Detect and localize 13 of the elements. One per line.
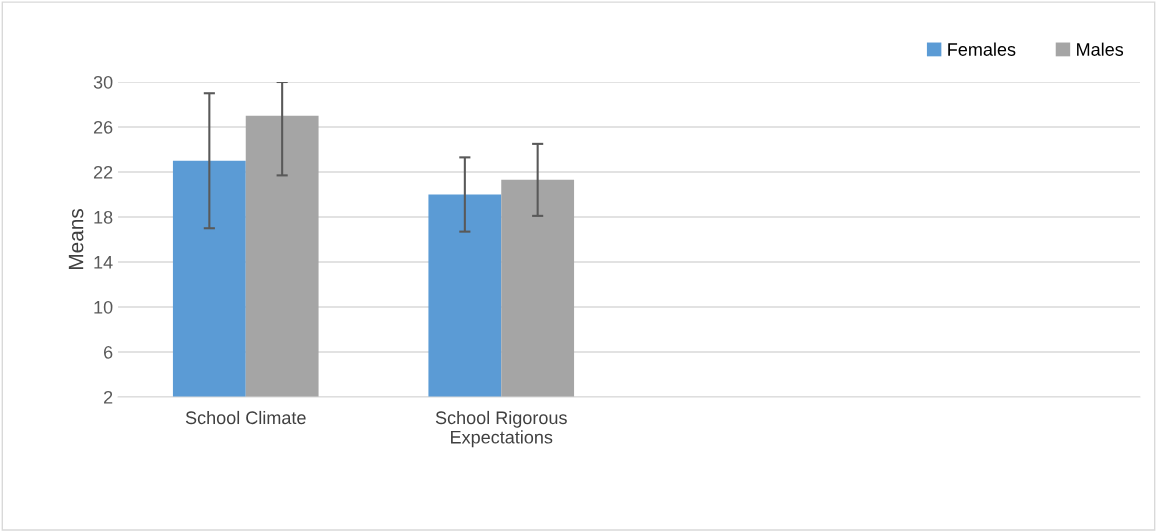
y-tick-label: 2	[104, 390, 113, 404]
y-tick-label: 30	[93, 75, 113, 89]
y-tick-label: 14	[94, 256, 113, 269]
y-tick-label: 10	[94, 300, 113, 314]
x-tick-label: School Climate	[185, 410, 306, 425]
x-tick-label: School Rigorous Expectations	[435, 410, 567, 448]
legend-label: Males	[1077, 42, 1124, 56]
y-tick-label: 6	[104, 345, 113, 359]
y-tick-label: 22	[93, 165, 113, 179]
y-tick-label: 18	[94, 210, 113, 224]
y-axis-title: Means	[68, 208, 84, 270]
y-tick-label: 26	[93, 120, 113, 134]
legend-label: Females	[948, 42, 1016, 56]
